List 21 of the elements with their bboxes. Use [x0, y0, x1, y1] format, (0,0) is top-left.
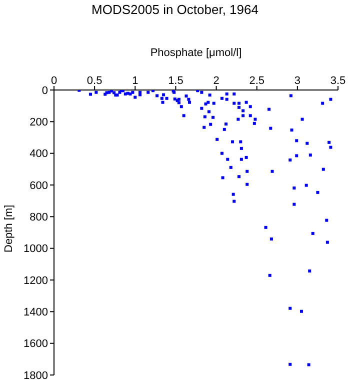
x-tick-label: 0	[50, 75, 58, 87]
x-axis-title: Phosphate [μmol/l]	[150, 46, 242, 59]
x-tick-label: 0.5	[86, 75, 102, 87]
y-tick-label: 1400	[24, 306, 48, 319]
x-tick-label: 2.5	[249, 75, 265, 87]
x-tick-label: 1	[132, 75, 138, 87]
x-tick-label: 2	[213, 75, 220, 87]
y-tick-label: 1200	[24, 274, 48, 287]
y-tick-label: 0	[42, 84, 48, 97]
y-axis-title: Depth [m]	[2, 204, 15, 252]
y-tick-label: 600	[30, 180, 48, 192]
x-tick-label: 3.5	[330, 75, 346, 87]
y-tick-label: 1000	[24, 243, 48, 256]
y-tick-label: 1600	[24, 338, 48, 350]
y-tick-label: 400	[30, 148, 48, 160]
y-tick-label: 800	[30, 212, 48, 224]
y-tick-label: 200	[30, 116, 48, 129]
x-tick-label: 3	[294, 75, 300, 87]
x-tick-label: 1.5	[168, 75, 184, 87]
chart-title: MODS2005 in October, 1964	[90, 2, 260, 17]
y-tick-label: 1800	[24, 370, 48, 382]
